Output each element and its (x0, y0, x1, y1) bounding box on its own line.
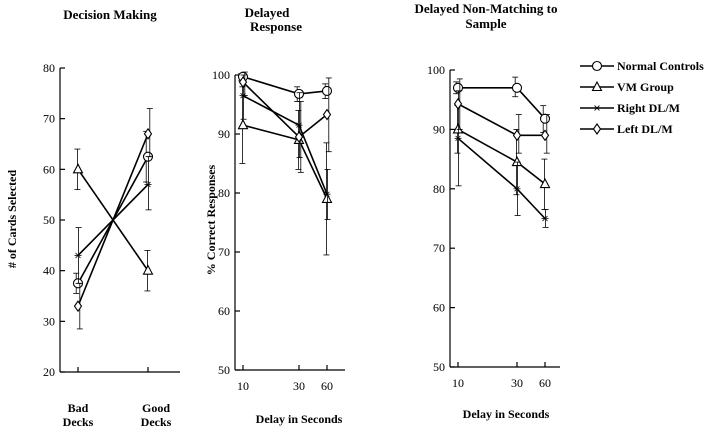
chart-delayed-response: Delayed Response % Correct Responses Del… (204, 5, 345, 426)
chart-3-series-circle (452, 76, 551, 133)
legend-item: Right DL/M (580, 101, 680, 115)
chart-2-series-line (242, 76, 328, 95)
legend-item: Normal Controls (580, 59, 704, 73)
chart-3-point (539, 177, 551, 189)
chart-1-title: Decision Making (63, 7, 157, 22)
chart-1-ytick-label: 20 (43, 365, 55, 379)
chart-3-point (511, 155, 523, 167)
chart-3-title-line-1: Delayed Non-Matching to (415, 1, 558, 16)
chart-2-ytick-label: 100 (212, 68, 230, 82)
chart-1-category-label: Decks (63, 415, 94, 429)
chart-2-ytick-label: 80 (218, 186, 230, 200)
chart-2-xtick-label: 30 (293, 379, 305, 393)
chart-3-point (541, 215, 549, 222)
chart-2-point (294, 130, 304, 143)
chart-2-ytick-label: 60 (218, 304, 230, 318)
chart-decision-making: Decision Making # of Cards Selected 20 30… (5, 7, 180, 429)
legend-circle-icon (591, 60, 603, 72)
legend-diamond-icon (592, 123, 602, 135)
chart-1-point (73, 300, 83, 313)
chart-1-point (143, 127, 153, 140)
chart-3-series-star (454, 90, 549, 228)
chart-2-point (321, 85, 333, 96)
chart-2-point (293, 88, 305, 99)
chart-3-title-line-2: Sample (465, 16, 506, 31)
legend-label: VM Group (617, 80, 674, 94)
chart-3-point (512, 129, 522, 142)
chart-3-ytick-label: 50 (433, 360, 445, 374)
chart-1-series-line (77, 133, 149, 307)
chart-1-ytick-label: 80 (43, 61, 55, 75)
legend-triangle-icon (591, 80, 603, 92)
chart-2-point (237, 118, 249, 130)
chart-2-ytick-label: 90 (218, 127, 230, 141)
chart-1-point (142, 264, 154, 275)
chart-1-ytick-label: 70 (43, 112, 55, 126)
chart-2-xtick-label: 10 (237, 379, 249, 393)
chart-3-series-triangle (452, 105, 551, 210)
chart-2-title-line-1: Delayed (245, 5, 291, 20)
chart-3-point (511, 82, 523, 93)
chart-2-series-diamond (238, 71, 332, 173)
chart-1-ytick-label: 40 (43, 264, 55, 278)
chart-3-ytick-label: 70 (433, 241, 445, 255)
chart-3-series-line (457, 103, 545, 137)
chart-2-series-star (239, 74, 331, 220)
legend-label: Right DL/M (617, 101, 680, 115)
chart-3-xtick-label: 10 (452, 376, 464, 390)
chart-2-point (323, 191, 331, 197)
legend-item: VM Group (580, 80, 674, 94)
chart-2-ytick-label: 50 (218, 363, 230, 377)
chart-3-ytick-label: 60 (433, 301, 445, 315)
chart-3-point (454, 135, 462, 142)
chart-3-point (540, 129, 550, 142)
chart-3-ytick-label: 90 (433, 122, 445, 136)
chart-3-ytick-label: 100 (427, 63, 445, 77)
legend-label: Normal Controls (617, 59, 704, 73)
chart-2-title-line-2: Response (250, 19, 302, 34)
chart-2-ytick-label: 70 (218, 245, 230, 259)
chart-3-point (539, 113, 551, 124)
chart-1-category-label: Bad (68, 401, 89, 415)
chart-1-point (72, 163, 84, 174)
chart-1-ytick-label: 60 (43, 162, 55, 176)
chart-3-point (453, 97, 463, 110)
chart-1-ytick-label: 50 (43, 213, 55, 227)
legend-star-icon (593, 105, 601, 111)
chart-3-ytick-label: 80 (433, 182, 445, 196)
legend-item: Left DL/M (580, 122, 673, 136)
chart-2-point (238, 76, 248, 89)
legend-label: Left DL/M (617, 122, 673, 136)
chart-delayed-non-matching: Delayed Non-Matching to Sample Delay in … (415, 1, 560, 421)
chart-3-series-diamond (453, 78, 550, 154)
chart-1-point (144, 181, 152, 188)
chart-3-point (452, 82, 464, 93)
chart-1-series-circle (72, 130, 154, 294)
chart-3-xtick-label: 60 (539, 376, 551, 390)
legend: Normal Controls VM Group Right DL/M Left DL… (580, 59, 704, 136)
chart-3-series-line (458, 87, 546, 120)
chart-1-category-label: Good (142, 401, 170, 415)
chart-3-xtick-label: 30 (511, 376, 523, 390)
chart-2-ylabel: % Correct Responses (204, 164, 218, 275)
chart-3-point (513, 186, 521, 192)
chart-1-ytick-label: 30 (43, 314, 55, 328)
chart-1-point (74, 252, 82, 259)
chart-2-xlabel: Delay in Seconds (256, 412, 343, 426)
chart-2-series-line (242, 94, 328, 195)
chart-1-category-label: Decks (141, 415, 172, 429)
chart-2-series-circle (237, 71, 333, 102)
chart-3-point (452, 123, 464, 134)
chart-2-point (321, 192, 333, 203)
chart-1-ylabel: # of Cards Selected (5, 170, 19, 269)
chart-1-series-diamond (73, 108, 153, 330)
chart-2-point (322, 108, 332, 121)
chart-3-xlabel: Delay in Seconds (463, 407, 550, 421)
chart-3-series-line (457, 137, 546, 220)
chart-2-xtick-label: 60 (321, 379, 333, 393)
